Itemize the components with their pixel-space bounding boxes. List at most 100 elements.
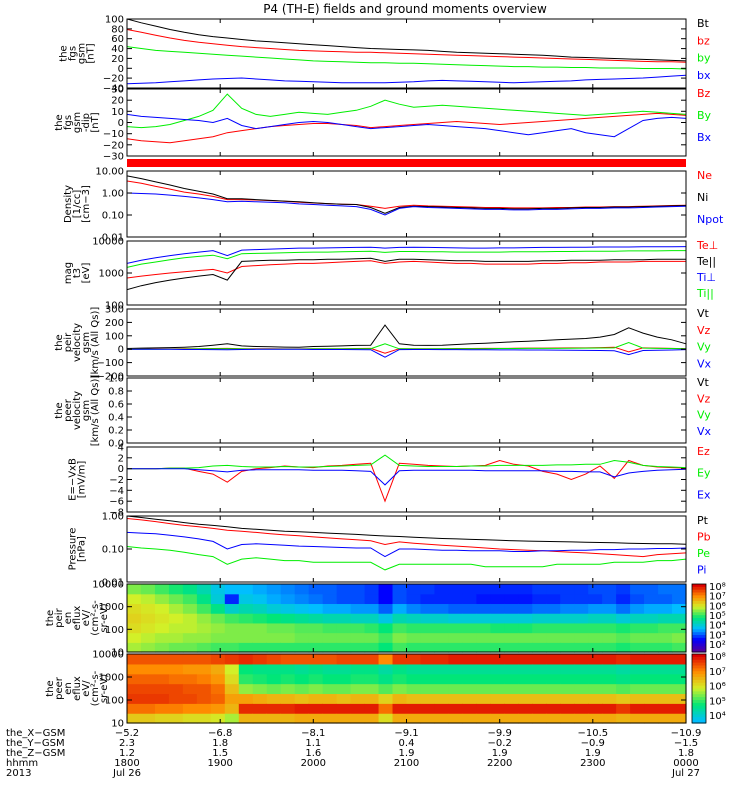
- y-tick-label: 0.6: [108, 400, 124, 411]
- heatmap-cell: [630, 693, 645, 704]
- legend-vy: Vy: [697, 409, 711, 422]
- heatmap-cell: [406, 584, 422, 595]
- heatmap-cell: [434, 713, 450, 724]
- heatmap-cell: [420, 654, 436, 665]
- panel-electron_spectrogram: 10⁸ 10⁷ 10⁶ 10⁵ 10⁴ 10000 1000 100 10 thepeerenef…: [45, 650, 726, 730]
- heatmap-cell: [420, 603, 436, 614]
- y-axis-label: peer: [54, 676, 65, 700]
- heatmap-cell: [434, 593, 450, 605]
- heatmap-cell: [588, 613, 603, 624]
- colorbar-step: [692, 705, 706, 710]
- heatmap-cell: [532, 693, 547, 704]
- heatmap-cell: [238, 713, 254, 724]
- heatmap-cell: [546, 593, 561, 605]
- heatmap-cell: [336, 622, 352, 634]
- heatmap-cell: [364, 673, 380, 685]
- heatmap-cell: [616, 654, 631, 665]
- heatmap-cell: [672, 693, 687, 704]
- heatmap-cell: [644, 593, 659, 605]
- heatmap-cell: [532, 713, 547, 724]
- y-axis-label: the: [45, 680, 56, 696]
- y-axis-label: fgs: [68, 46, 79, 61]
- heatmap-cell: [168, 663, 184, 675]
- heatmap-cell: [154, 632, 170, 643]
- legend-by: By: [697, 109, 712, 122]
- y-axis-label: [nT]: [86, 43, 97, 63]
- heatmap-cell: [308, 593, 324, 605]
- heatmap-cell: [462, 693, 477, 704]
- heatmap-cell: [168, 654, 184, 665]
- legend-bx: bx: [697, 69, 711, 82]
- heatmap-cell: [462, 654, 477, 665]
- heatmap-cell: [588, 713, 603, 724]
- heatmap-cell: [294, 683, 310, 695]
- heatmap-cell: [266, 603, 282, 614]
- y-tick-label: −4: [109, 486, 124, 497]
- heatmap-cell: [406, 622, 422, 634]
- colorbar-label: 10⁶: [709, 601, 726, 612]
- heatmap-cell: [168, 613, 184, 624]
- y-axis-label: the: [59, 45, 70, 61]
- heatmap-cell: [448, 713, 463, 724]
- series-line-te: [126, 257, 686, 291]
- heatmap-cell: [224, 654, 240, 665]
- heatmap-cell: [504, 673, 519, 685]
- colorbar-step: [692, 609, 706, 613]
- heatmap-cell: [406, 593, 422, 605]
- axis-row-value: 1.5: [212, 748, 228, 759]
- heatmap-cell: [140, 654, 156, 665]
- heatmap-cell: [644, 603, 659, 614]
- heatmap-cell: [350, 654, 366, 665]
- heatmap-cell: [182, 622, 198, 634]
- axis-row-value: −8.1: [301, 728, 325, 739]
- heatmap-cell: [266, 673, 282, 685]
- heatmap-cell: [532, 703, 547, 714]
- heatmap-cell: [574, 654, 589, 665]
- heatmap-cell: [378, 603, 394, 614]
- heatmap-cell: [560, 613, 575, 624]
- heatmap-cell: [574, 603, 589, 614]
- heatmap-cell: [504, 693, 519, 704]
- heatmap-cell: [518, 693, 533, 704]
- heatmap-cell: [140, 593, 156, 605]
- heatmap-cell: [378, 622, 394, 634]
- heatmap-cell: [140, 632, 156, 643]
- heatmap-cell: [476, 632, 491, 643]
- y-axis-label: eflux: [72, 606, 83, 631]
- y-tick-label: −8: [109, 508, 124, 519]
- heatmap-cell: [448, 603, 463, 614]
- heatmap-cell: [658, 713, 673, 724]
- series-line-pb: [126, 518, 687, 558]
- heatmap-cell: [574, 663, 589, 675]
- y-tick-label: 10: [111, 107, 124, 118]
- y-tick-label: 0: [118, 345, 124, 356]
- heatmap-cell: [196, 603, 212, 614]
- y-axis-label: gsm: [81, 400, 92, 421]
- heatmap-cell: [308, 673, 324, 685]
- heatmap-cell: [490, 613, 505, 624]
- heatmap-cell: [392, 703, 408, 714]
- y-tick-label: 20: [111, 96, 124, 107]
- heatmap-cell: [252, 613, 268, 624]
- figure-title: P4 (TH-E) fields and ground moments over…: [263, 2, 547, 16]
- colorbar-label: 10⁸: [709, 652, 726, 663]
- heatmap-cell: [252, 673, 268, 685]
- heatmap-cell: [336, 713, 352, 724]
- heatmap-cell: [630, 673, 645, 685]
- heatmap-cell: [154, 703, 170, 714]
- heatmap-cell: [322, 622, 338, 634]
- y-axis-label: peir: [63, 332, 74, 352]
- heatmap-cell: [644, 703, 659, 714]
- legend-ti: Ti⊥: [696, 271, 716, 284]
- heatmap-cell: [518, 683, 533, 695]
- heatmap-cell: [182, 654, 198, 665]
- heatmap-cell: [560, 622, 575, 634]
- heatmap-cell: [392, 683, 408, 695]
- heatmap-cell: [462, 703, 477, 714]
- heatmap-cell: [602, 613, 617, 624]
- y-axis-label: eV/: [81, 609, 92, 626]
- heatmap-cell: [616, 613, 631, 624]
- heatmap-cell: [224, 683, 240, 695]
- heatmap-cell: [546, 673, 561, 685]
